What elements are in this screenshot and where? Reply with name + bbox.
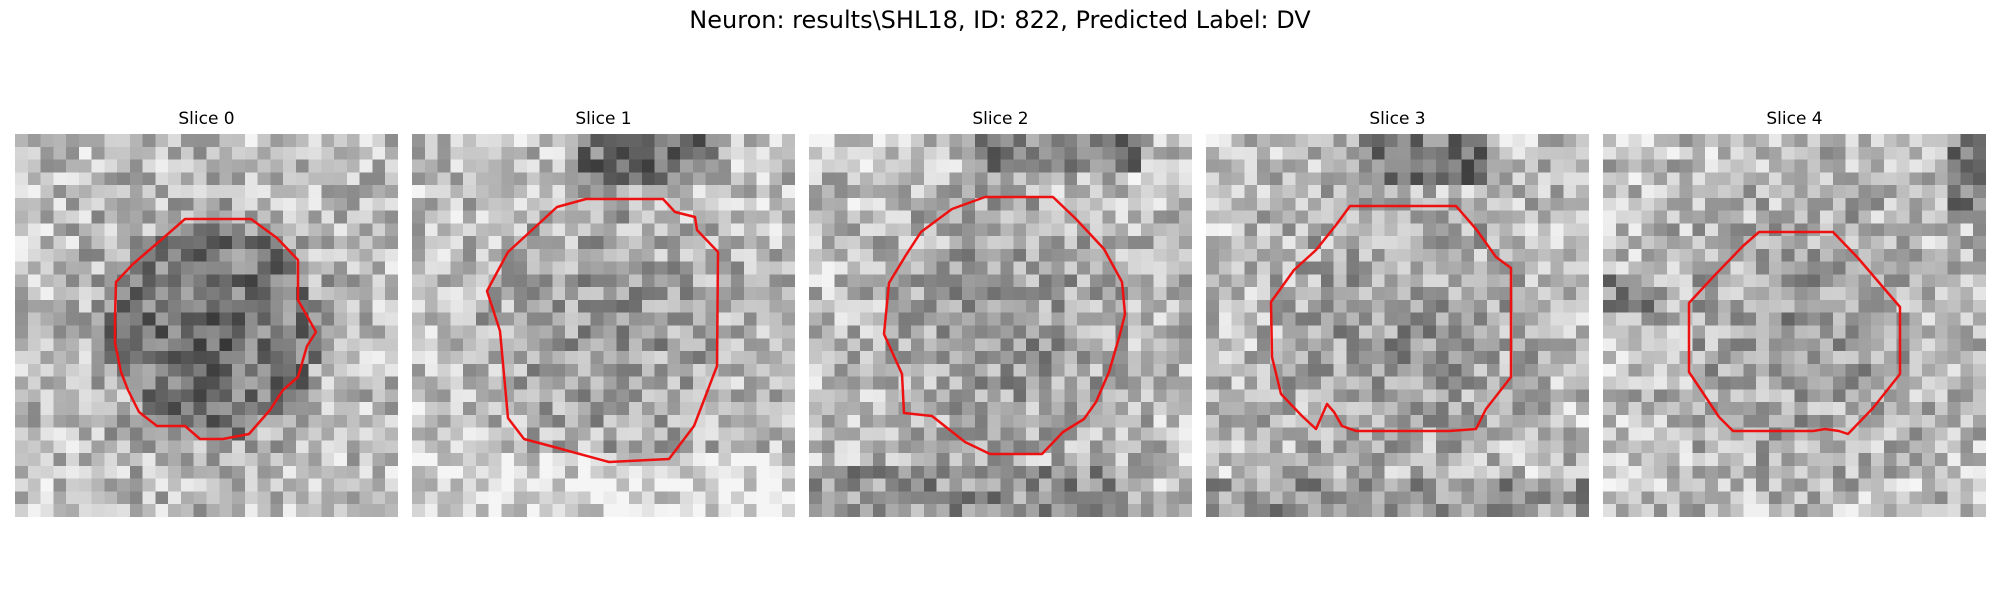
figure-title: Neuron: results\SHL18, ID: 822, Predicte… (689, 6, 1311, 34)
slice-title: Slice 4 (1766, 109, 1823, 129)
slice-image (412, 134, 795, 517)
slice-title: Slice 3 (1369, 109, 1426, 129)
slice-title: Slice 0 (178, 109, 235, 129)
slice-image (809, 134, 1192, 517)
slice-title: Slice 1 (575, 109, 632, 129)
slice-title: Slice 2 (972, 109, 1029, 129)
slice-image (1206, 134, 1589, 517)
slice-image (1603, 134, 1986, 517)
slice-image (15, 134, 398, 517)
